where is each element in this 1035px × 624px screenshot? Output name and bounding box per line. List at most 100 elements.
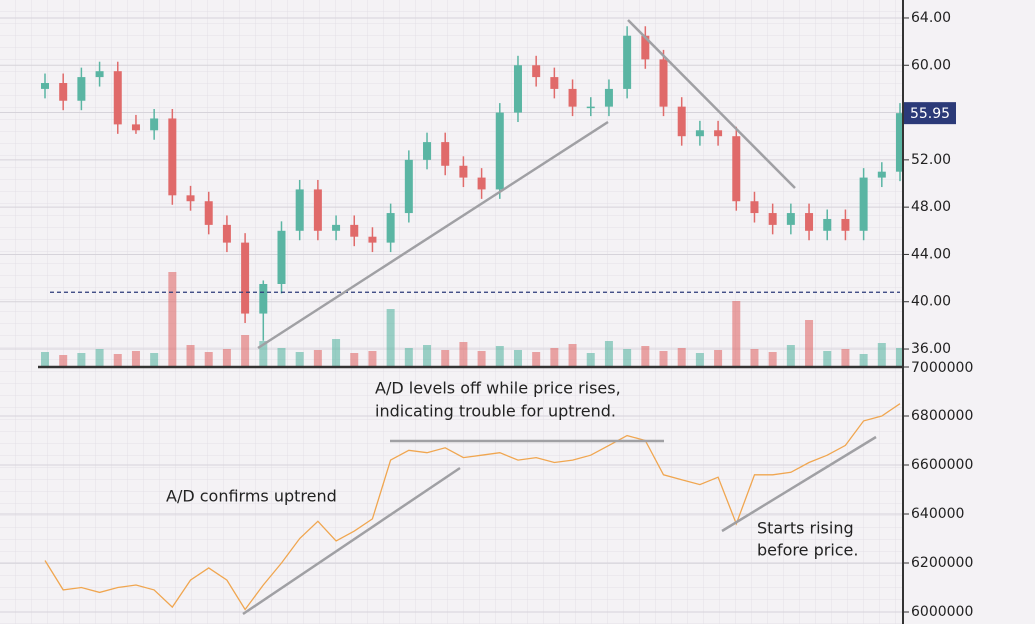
- candle-body: [805, 213, 814, 231]
- volume-bar: [459, 342, 468, 367]
- volume-bar: [841, 349, 850, 367]
- candle-body: [59, 83, 68, 101]
- candle-body: [131, 124, 140, 131]
- candle-body: [168, 118, 177, 196]
- candle-body: [768, 213, 777, 225]
- candle-body: [859, 177, 868, 231]
- volume-bar: [77, 353, 86, 367]
- volume-bar: [659, 351, 668, 367]
- volume-bar: [732, 301, 741, 367]
- volume-bar: [59, 355, 68, 367]
- volume-bar: [386, 309, 395, 367]
- y-tick-label: 60.00: [911, 57, 951, 73]
- annotation: indicating trouble for uptrend.: [375, 402, 616, 421]
- candle-body: [841, 218, 850, 231]
- candle-body: [714, 130, 723, 137]
- candle-body: [677, 106, 686, 137]
- candle-body: [659, 59, 668, 107]
- y-tick-label: 44.00: [911, 246, 951, 262]
- volume-bar: [350, 353, 359, 367]
- candle-body: [150, 118, 159, 131]
- candle-body: [532, 65, 541, 78]
- candle-body: [241, 242, 250, 314]
- volume-bar: [404, 348, 413, 367]
- candle-body: [186, 195, 195, 202]
- price-label: 55.95: [910, 106, 950, 122]
- candle-body: [459, 165, 468, 178]
- annotation: A/D levels off while price rises,: [375, 379, 621, 398]
- annotation: before price.: [757, 541, 858, 560]
- ad-line: [44, 403, 901, 611]
- volume-bar: [186, 345, 195, 367]
- volume-bar: [423, 345, 432, 367]
- volume-bar: [604, 341, 613, 367]
- y-tick-label: 6600000: [911, 457, 973, 473]
- y-tick-label: 640000: [911, 506, 964, 522]
- volume-bar: [823, 351, 832, 367]
- volume-bar: [877, 343, 886, 367]
- volume-bar: [313, 350, 322, 367]
- candle-body: [477, 177, 486, 190]
- volume-bar: [204, 352, 213, 367]
- y-tick-label: 6000000: [911, 604, 973, 620]
- candle-body: [295, 189, 304, 231]
- candle-body: [423, 142, 432, 160]
- volume-bar: [623, 349, 632, 367]
- annotation: A/D confirms uptrend: [166, 487, 337, 506]
- candle-body: [495, 112, 504, 190]
- volume-bar: [586, 353, 595, 367]
- candle-body: [586, 106, 595, 109]
- volume-bar: [168, 272, 177, 367]
- candle-body: [277, 230, 286, 284]
- volume-bar: [568, 344, 577, 367]
- volume-bar: [495, 346, 504, 367]
- volume-bar: [714, 350, 723, 367]
- volume-bar: [859, 354, 868, 367]
- volume-bar: [150, 353, 159, 367]
- candle-body: [786, 213, 795, 225]
- volume-bar: [41, 352, 49, 367]
- candle-body: [332, 224, 341, 231]
- candle-body: [604, 88, 613, 107]
- price-label-box: [904, 102, 956, 125]
- candle-body: [95, 71, 104, 78]
- y-tick-label: 40.00: [911, 294, 951, 310]
- volume-bar: [768, 352, 777, 367]
- candle-body: [568, 88, 577, 107]
- volume-bar: [295, 352, 304, 367]
- candle-body: [41, 83, 49, 89]
- candle-body: [750, 201, 759, 214]
- candle-body: [823, 218, 832, 231]
- candle-body: [623, 35, 632, 89]
- trend-line: [242, 466, 461, 616]
- volume-bar: [241, 335, 250, 367]
- trend-line: [257, 120, 609, 350]
- y-tick-label: 7000000: [911, 360, 973, 376]
- candle-body: [441, 142, 450, 166]
- volume-bar: [896, 348, 904, 367]
- candle-body: [513, 65, 522, 113]
- candle-body: [350, 224, 359, 237]
- candle-body: [641, 35, 650, 60]
- volume-bar: [513, 350, 522, 367]
- volume-bar: [805, 320, 814, 367]
- y-tick-label: 64.00: [911, 10, 951, 26]
- candle-body: [204, 201, 213, 225]
- y-tick-label: 52.00: [911, 152, 951, 168]
- candle-body: [259, 283, 268, 314]
- volume-bar: [750, 349, 759, 367]
- volume-bar: [441, 350, 450, 367]
- volume-bar: [786, 345, 795, 367]
- candle-body: [550, 77, 559, 89]
- y-tick-label: 36.00: [911, 341, 951, 357]
- volume-bar: [259, 341, 268, 367]
- volume-bar: [695, 353, 704, 367]
- candle-body: [368, 236, 377, 243]
- y-tick-label: 6800000: [911, 408, 973, 424]
- candle-body: [404, 159, 413, 214]
- volume-bar: [368, 351, 377, 367]
- candle-body: [386, 213, 395, 243]
- volume-bar: [222, 349, 231, 367]
- trend-line: [627, 19, 796, 189]
